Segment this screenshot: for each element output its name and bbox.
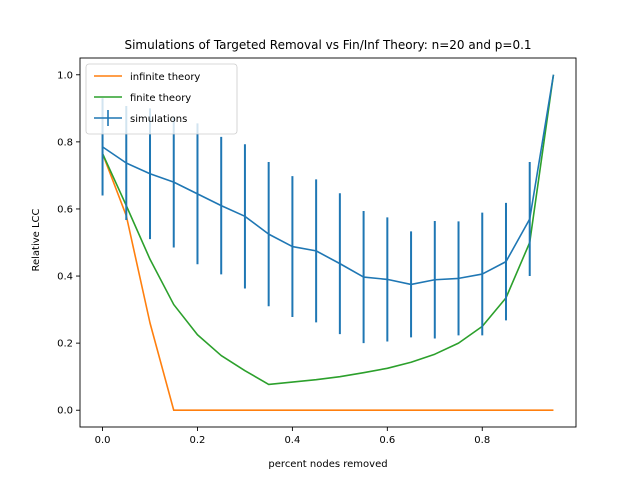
axes: 0.0 0.2 0.4 0.6 0.8 0.0 0.2 0.4 0.6 0.8 1.0: [57, 57, 577, 446]
x-tick-label: 0.6: [379, 435, 395, 446]
legend-box: [85, 63, 238, 135]
x-tick-label: 0.8: [474, 435, 490, 446]
legend-item-infinite-theory: infinite theory: [94, 72, 200, 83]
legend-label: finite theory: [130, 93, 191, 104]
y-tick-label: 0.4: [57, 272, 73, 283]
y-tick-label: 1.0: [57, 70, 73, 81]
plot-area: [101, 74, 555, 412]
chart-title: Simulations of Targeted Removal vs Fin/I…: [124, 38, 531, 52]
series-infinite-theory: [101, 153, 554, 412]
legend-label: infinite theory: [130, 72, 200, 83]
series-line-finite-theory: [101, 74, 555, 386]
x-axis-label: percent nodes removed: [268, 459, 387, 470]
legend: infinite theory finite theory simulations: [85, 63, 238, 135]
legend-label: simulations: [130, 114, 187, 125]
y-tick-label: 0.2: [57, 339, 73, 350]
y-tick-label: 0.6: [57, 204, 73, 215]
y-tick-label: 0.8: [57, 137, 73, 148]
y-tick-label: 0.0: [57, 406, 73, 417]
series-line-simulations: [102, 74, 555, 286]
series-line-infinite-theory: [101, 153, 554, 412]
x-tick-label: 0.4: [284, 435, 300, 446]
axes-frame: [79, 57, 577, 428]
legend-item-simulations: simulations: [94, 110, 187, 126]
x-tick-label: 0.2: [190, 435, 206, 446]
x-tick-label: 0.0: [95, 435, 111, 446]
y-axis-label: Relative LCC: [31, 208, 42, 271]
series-finite-theory: [101, 74, 555, 386]
series-simulations: [101, 74, 555, 344]
legend-item-finite-theory: finite theory: [94, 93, 191, 104]
